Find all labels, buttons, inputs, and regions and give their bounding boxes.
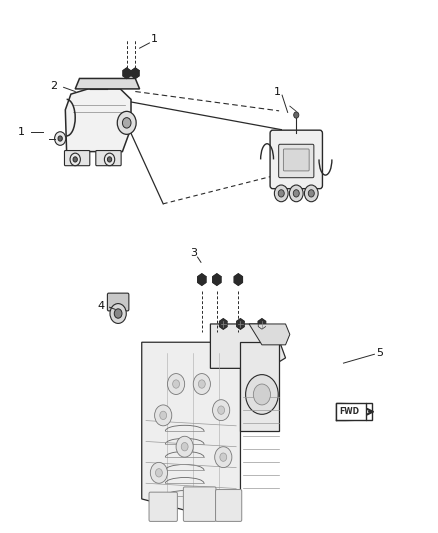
Text: 1: 1	[273, 86, 280, 96]
Polygon shape	[213, 274, 221, 285]
Polygon shape	[237, 319, 244, 329]
Circle shape	[215, 447, 232, 467]
Circle shape	[246, 375, 278, 414]
Circle shape	[181, 442, 188, 451]
Circle shape	[73, 157, 78, 162]
Polygon shape	[75, 78, 140, 89]
Text: FWD: FWD	[339, 407, 359, 416]
Polygon shape	[142, 342, 240, 515]
Circle shape	[304, 185, 318, 201]
Text: 1: 1	[151, 34, 158, 44]
Polygon shape	[234, 274, 242, 285]
Circle shape	[114, 309, 122, 318]
FancyBboxPatch shape	[149, 492, 177, 521]
FancyBboxPatch shape	[279, 144, 314, 177]
Polygon shape	[219, 319, 227, 329]
Polygon shape	[65, 89, 131, 151]
Circle shape	[212, 400, 230, 421]
Polygon shape	[123, 68, 131, 78]
FancyBboxPatch shape	[336, 403, 372, 420]
Circle shape	[123, 118, 131, 128]
Circle shape	[218, 406, 225, 414]
Circle shape	[278, 190, 284, 197]
Circle shape	[193, 374, 210, 394]
Circle shape	[253, 384, 271, 405]
Polygon shape	[336, 400, 366, 423]
Circle shape	[198, 380, 205, 388]
FancyBboxPatch shape	[96, 150, 121, 166]
Circle shape	[58, 136, 62, 141]
Text: 3: 3	[190, 248, 197, 259]
Polygon shape	[240, 342, 279, 431]
Circle shape	[274, 185, 288, 201]
Circle shape	[290, 185, 303, 201]
Text: 4: 4	[97, 301, 105, 311]
Circle shape	[160, 411, 166, 419]
Circle shape	[150, 462, 167, 483]
Text: 5: 5	[377, 348, 383, 358]
FancyBboxPatch shape	[107, 293, 129, 311]
Circle shape	[104, 153, 115, 166]
Circle shape	[117, 111, 136, 134]
Circle shape	[107, 157, 112, 162]
Polygon shape	[198, 274, 206, 285]
Polygon shape	[210, 324, 286, 368]
Circle shape	[70, 153, 80, 166]
FancyBboxPatch shape	[270, 130, 322, 189]
Circle shape	[176, 436, 193, 457]
FancyBboxPatch shape	[64, 150, 90, 166]
Text: 2: 2	[50, 82, 57, 91]
Circle shape	[308, 190, 314, 197]
Circle shape	[55, 132, 66, 146]
Circle shape	[155, 469, 162, 477]
Polygon shape	[258, 319, 265, 329]
Circle shape	[173, 380, 180, 388]
FancyBboxPatch shape	[215, 489, 242, 521]
Circle shape	[167, 374, 185, 394]
Circle shape	[294, 112, 299, 118]
Text: 1: 1	[18, 127, 25, 137]
Polygon shape	[131, 68, 139, 78]
Circle shape	[155, 405, 172, 426]
Circle shape	[220, 453, 227, 462]
Circle shape	[110, 304, 126, 324]
FancyBboxPatch shape	[283, 149, 309, 171]
FancyBboxPatch shape	[184, 487, 216, 521]
Circle shape	[293, 190, 299, 197]
Polygon shape	[249, 324, 290, 345]
